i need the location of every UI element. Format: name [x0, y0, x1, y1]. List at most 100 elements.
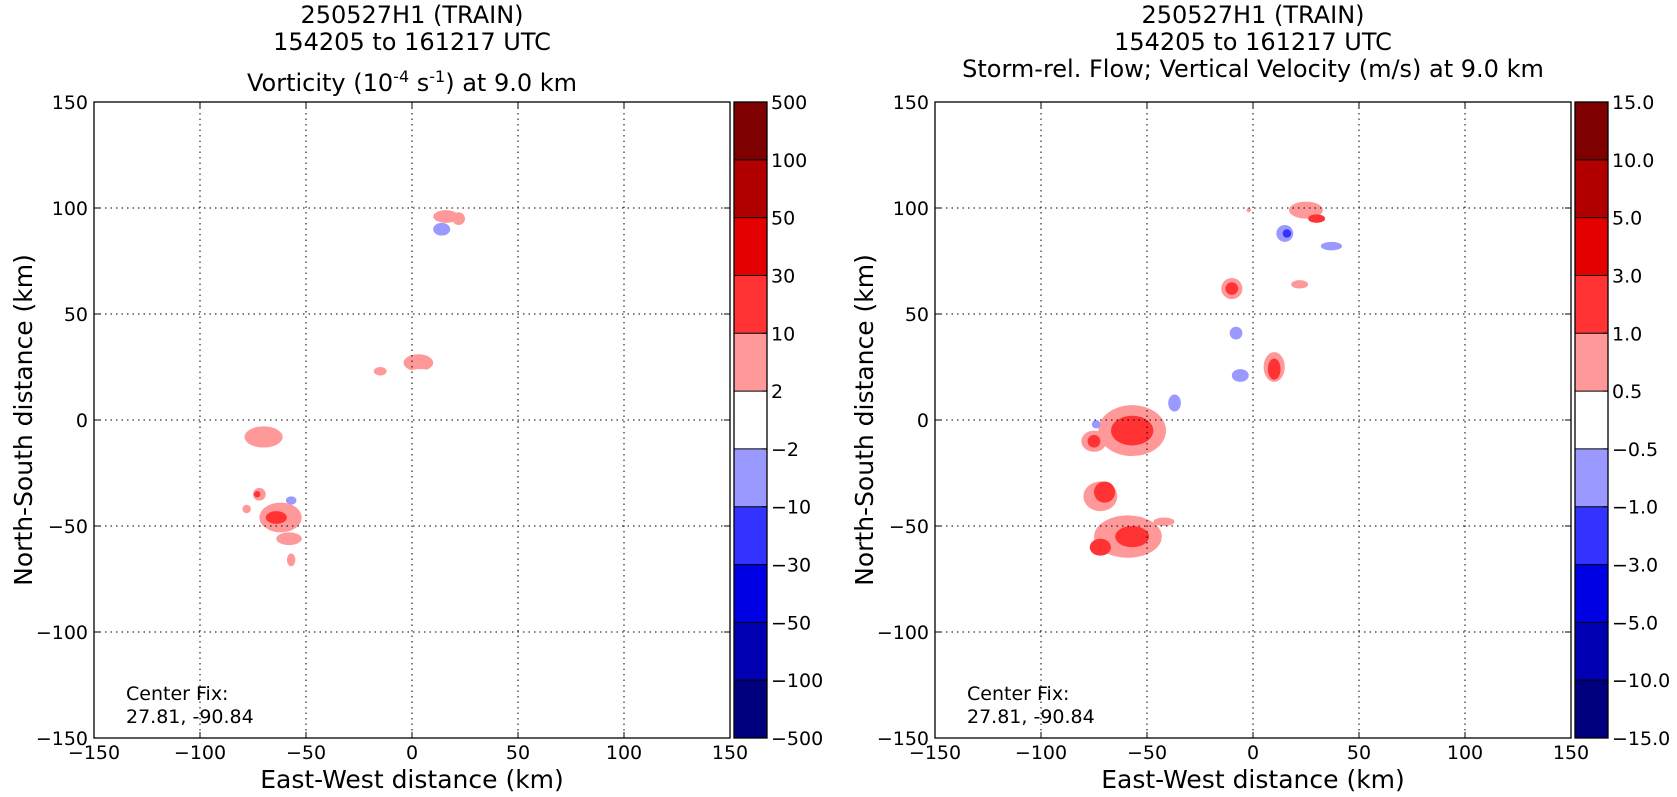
- colorbar-segment: [734, 564, 767, 623]
- colorbar-segment: [734, 680, 767, 738]
- colorbar-label: −5.0: [1612, 612, 1658, 634]
- chart-2: −150 −100 −50 0 50 100 150 −150 −100 −50 0 50 100 150…: [850, 1, 1670, 794]
- y-tick-label: −150: [877, 728, 929, 750]
- y-tick-label: 50: [905, 304, 929, 326]
- center-fix-label: Center Fix:: [967, 683, 1069, 705]
- colorbar-label: −10: [771, 497, 811, 519]
- y-tick-label: −100: [36, 622, 88, 644]
- colorbar-segment: [1575, 448, 1608, 507]
- data-cell: [502, 239, 509, 245]
- data-cell: [286, 572, 292, 577]
- data-cell: [1246, 208, 1251, 213]
- title-part: Vorticity (10: [247, 69, 393, 97]
- data-cell: [433, 222, 451, 236]
- colorbar-segment: [1575, 217, 1608, 276]
- colorbar: −15.0 −10.0 −5.0 −3.0 −1.0 −0.5 0.5 1.0 3.0 5.0 10…: [1574, 92, 1670, 750]
- data-cell: [265, 511, 287, 524]
- colorbar-label: 15.0: [1612, 92, 1654, 114]
- title-part: -1: [429, 67, 445, 86]
- chart-1: −150 −100 −50 0 50 100 150 −150 −100 −50 0 50 100 150…: [9, 1, 823, 794]
- chart-title-line: 250527H1 (TRAIN): [300, 1, 523, 29]
- data-cell: [1308, 214, 1326, 223]
- y-tick-label: −150: [36, 728, 88, 750]
- x-tick-label: −100: [174, 742, 226, 764]
- colorbar-label: 500: [771, 92, 807, 114]
- center-fix-label: Center Fix:: [126, 683, 228, 705]
- colorbar-segment: [734, 159, 767, 218]
- data-cell: [1168, 394, 1181, 412]
- colorbar-label: −2: [771, 439, 799, 461]
- colorbar-segment: [1575, 506, 1608, 565]
- x-tick-label: 100: [606, 742, 642, 764]
- colorbar-frame: [733, 101, 768, 739]
- data-cell: [1225, 439, 1247, 448]
- chart-title-line: 154205 to 161217 UTC: [273, 28, 551, 56]
- x-tick-label: −150: [909, 742, 961, 764]
- colorbar-label: 5.0: [1612, 208, 1642, 230]
- data-cell: [367, 314, 381, 323]
- colorbar-segment: [734, 333, 767, 392]
- data-cell: [1291, 280, 1309, 289]
- data-cell: [299, 392, 338, 423]
- chart-title-line: Vorticity (10-4 s-1) at 9.0 km: [247, 67, 577, 97]
- title-part: s: [409, 69, 429, 97]
- x-tick-label: 50: [506, 742, 530, 764]
- x-tick-label: 0: [1247, 742, 1259, 764]
- data-cell: [276, 532, 302, 546]
- data-field: [1081, 201, 1343, 558]
- y-tick-label: 150: [52, 92, 88, 114]
- x-tick-label: −150: [68, 742, 120, 764]
- colorbar-label: 10: [771, 323, 795, 345]
- data-cell: [254, 491, 261, 498]
- data-cell: [282, 441, 309, 459]
- x-tick-label: 0: [406, 742, 418, 764]
- data-cell: [303, 519, 321, 533]
- data-cell: [285, 496, 297, 505]
- data-field: [242, 210, 509, 577]
- y-tick-label: 150: [893, 92, 929, 114]
- chart-title-line: 250527H1 (TRAIN): [1141, 1, 1364, 29]
- y-tick-label: 0: [76, 410, 88, 432]
- data-cell: [1282, 229, 1292, 238]
- x-tick-label: 50: [1347, 742, 1371, 764]
- colorbar-segment: [734, 102, 767, 160]
- colorbar-label: −30: [771, 555, 811, 577]
- title-part: ) at 9.0 km: [445, 69, 577, 97]
- x-tick-label: 150: [712, 742, 748, 764]
- y-tick-label: 50: [64, 304, 88, 326]
- data-cell: [1110, 415, 1154, 446]
- colorbar-segment: [734, 217, 767, 276]
- data-cell: [1153, 517, 1175, 526]
- colorbar-label: −10.0: [1612, 670, 1670, 692]
- y-tick-label: 0: [917, 410, 929, 432]
- colorbar-segment: [734, 448, 767, 507]
- colorbar-segment: [1575, 102, 1608, 160]
- colorbar-label: −50: [771, 612, 811, 634]
- data-cell: [433, 210, 459, 223]
- center-fix-value: 27.81, -90.84: [126, 706, 254, 728]
- data-cell: [272, 483, 298, 501]
- y-axis-label: North-South distance (km): [9, 254, 38, 586]
- colorbar-segment: [1575, 391, 1608, 449]
- colorbar-segment: [1575, 622, 1608, 681]
- y-tick-label: −50: [889, 516, 929, 538]
- data-cell: [384, 280, 398, 298]
- data-cell: [1110, 468, 1120, 478]
- data-cell: [1231, 369, 1249, 382]
- x-tick-label: −50: [286, 742, 326, 764]
- x-tick-label: −50: [1127, 742, 1167, 764]
- plot-area: [94, 102, 730, 738]
- data-cell: [1289, 201, 1323, 219]
- colorbar-segment: [1575, 680, 1608, 738]
- colorbar-segment: [1575, 159, 1608, 218]
- colorbar-label: 100: [771, 150, 807, 172]
- center-fix-value: 27.81, -90.84: [967, 706, 1095, 728]
- y-tick-label: 100: [893, 198, 929, 220]
- data-cell: [248, 526, 270, 543]
- colorbar-segment: [734, 506, 767, 565]
- data-cell: [242, 540, 260, 558]
- colorbar-segment: [1575, 275, 1608, 334]
- data-cell: [278, 407, 300, 425]
- data-cell: [1087, 434, 1101, 448]
- data-cell: [388, 441, 402, 450]
